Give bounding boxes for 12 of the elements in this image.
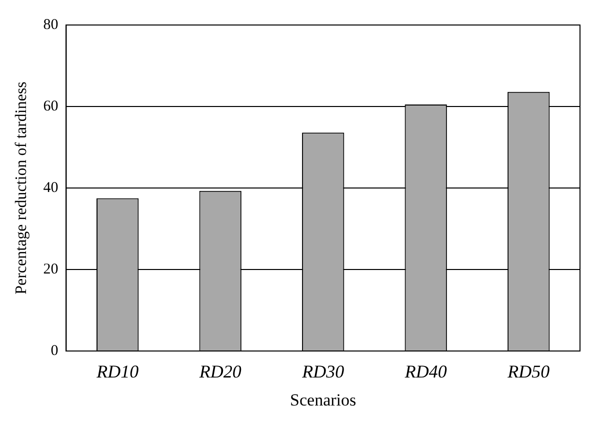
x-axis-title: Scenarios bbox=[290, 390, 356, 410]
x-tick-label: RD50 bbox=[506, 362, 550, 382]
x-tick-label: RD20 bbox=[198, 362, 242, 382]
x-tick-label: RD40 bbox=[404, 362, 447, 382]
y-tick-label: 20 bbox=[43, 261, 58, 278]
y-tick-label: 60 bbox=[43, 98, 58, 114]
y-tick-label: 80 bbox=[43, 16, 58, 33]
y-tick-label: 40 bbox=[43, 180, 58, 196]
y-tick-label: 0 bbox=[50, 342, 58, 359]
x-tick-label: RD10 bbox=[96, 362, 139, 382]
x-tick-label: RD30 bbox=[301, 362, 344, 382]
y-axis-title: Percentage reduction of tardiness bbox=[12, 82, 30, 294]
